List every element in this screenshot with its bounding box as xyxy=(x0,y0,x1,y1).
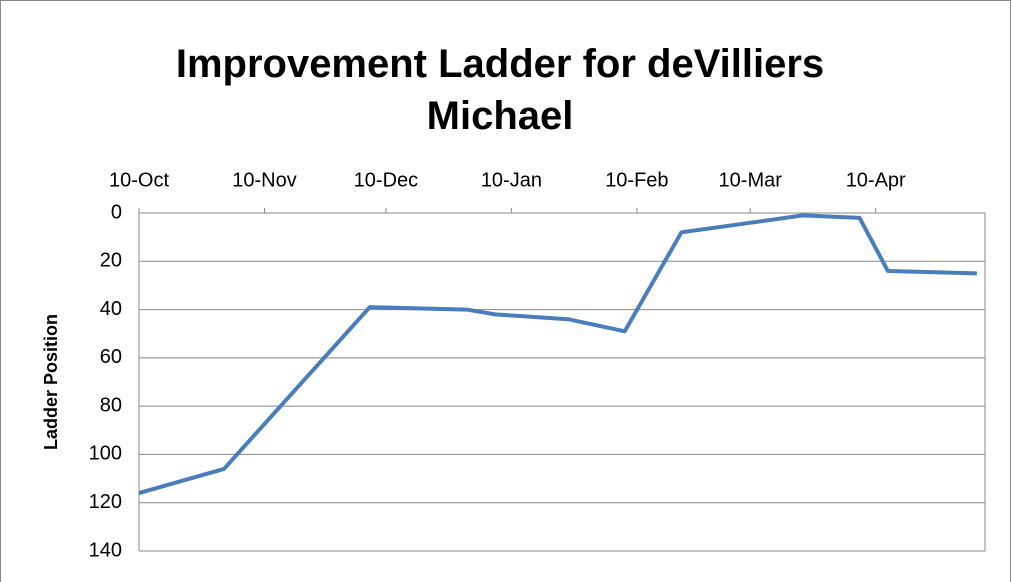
x-tick-label: 10-Apr xyxy=(846,169,906,191)
x-tick-label: 10-Oct xyxy=(109,169,169,191)
y-tick-label: 0 xyxy=(111,201,122,223)
y-tick-label: 20 xyxy=(100,250,122,272)
y-tick-label: 60 xyxy=(100,346,122,368)
y-tick-label: 40 xyxy=(100,298,122,320)
y-tick-label: 80 xyxy=(100,394,122,416)
x-tick-label: 10-Jan xyxy=(481,169,542,191)
data-line xyxy=(138,213,977,495)
y-tick-label: 120 xyxy=(89,491,122,513)
x-tick-label: 10-Dec xyxy=(354,169,418,191)
x-tick-label: 10-Nov xyxy=(232,169,296,191)
y-tick-label: 100 xyxy=(89,443,122,465)
x-tick-label: 10-Feb xyxy=(605,169,668,191)
chart-title: Improvement Ladder for deVilliers Michae… xyxy=(175,42,825,138)
x-tick-label: 10-Mar xyxy=(719,169,783,191)
y-axis-label: Ladder Position xyxy=(41,314,61,450)
y-tick-label: 140 xyxy=(89,539,122,561)
